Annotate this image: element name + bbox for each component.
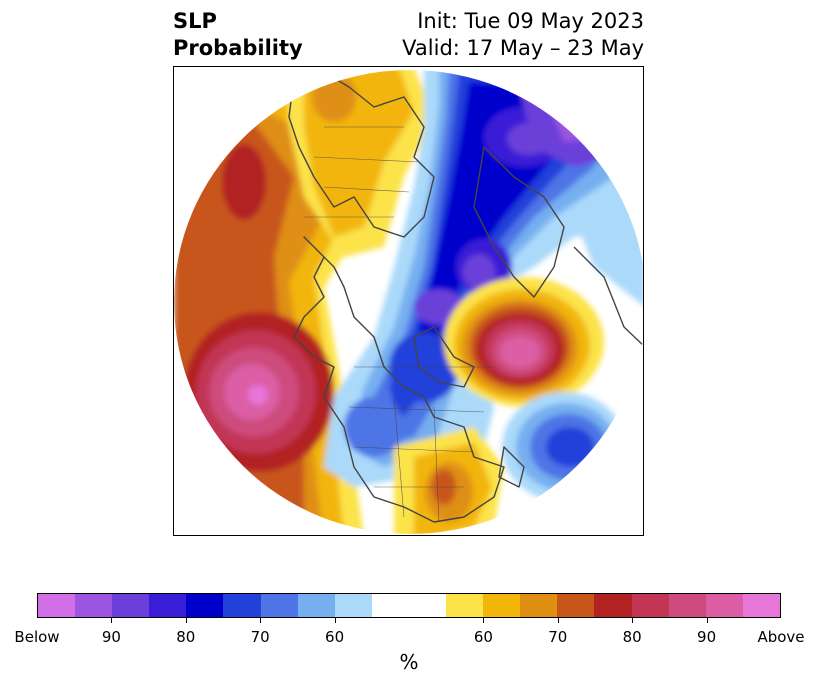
colorbar-below-bin: [112, 594, 150, 617]
init-date: Init: Tue 09 May 2023: [417, 9, 644, 33]
colorbar-above-bin: [594, 594, 632, 617]
colorbar-tick-mark: [483, 618, 485, 623]
colorbar-above-bin: [668, 594, 706, 617]
title-line-2: Probability: [173, 36, 303, 60]
colorbar-above-bin: [557, 594, 595, 617]
colorbar: [37, 593, 781, 618]
colorbar-neutral-bin: [371, 594, 447, 617]
colorbar-tick-label: 80: [176, 628, 196, 646]
colorbar-above-bin: [446, 594, 484, 617]
colorbar-above-bin: [742, 594, 780, 617]
colorbar-below-bin: [260, 594, 298, 617]
valid-date-range: Valid: 17 May – 23 May: [402, 36, 644, 60]
colorbar-tick-mark: [706, 618, 708, 623]
colorbar-tick-mark: [557, 618, 559, 623]
colorbar-below-bin: [223, 594, 261, 617]
colorbar-above-bin: [520, 594, 558, 617]
border-lines: [304, 126, 494, 523]
colorbar-below-bin: [38, 594, 76, 617]
date-info: Init: Tue 09 May 2023 Valid: 17 May – 23…: [402, 8, 644, 62]
colorbar-tick-mark: [260, 618, 262, 623]
plot-title: SLP Probability: [173, 8, 303, 62]
colorbar-below-bin: [149, 594, 187, 617]
colorbar-tick-label: 70: [250, 628, 270, 646]
colorbar-tick-mark: [185, 618, 187, 623]
colorbar-tick-label: 60: [325, 628, 345, 646]
colorbar-tick-label: Above: [757, 628, 805, 646]
colorbar-tick-mark: [334, 618, 336, 623]
probability-map: [173, 66, 644, 536]
colorbar-tick-label: 90: [697, 628, 717, 646]
colorbar-tick-label: 60: [473, 628, 493, 646]
colorbar-tick-mark: [632, 618, 634, 623]
colorbar-tick-mark: [111, 618, 113, 623]
colorbar-below-bin: [297, 594, 335, 617]
colorbar-below-bin: [186, 594, 224, 617]
map-canvas: [174, 70, 643, 534]
colorbar-unit-label: %: [399, 650, 419, 674]
colorbar-above-bin: [483, 594, 521, 617]
colorbar-tick-label: 70: [548, 628, 568, 646]
colorbar-below-bin: [75, 594, 113, 617]
colorbar-tick-label: 80: [622, 628, 642, 646]
colorbar-below-bin: [334, 594, 372, 617]
colorbar-tick-label: 90: [101, 628, 121, 646]
title-line-1: SLP: [173, 9, 217, 33]
colorbar-above-bin: [705, 594, 743, 617]
colorbar-above-bin: [631, 594, 669, 617]
colorbar-tick-label: Below: [14, 628, 60, 646]
